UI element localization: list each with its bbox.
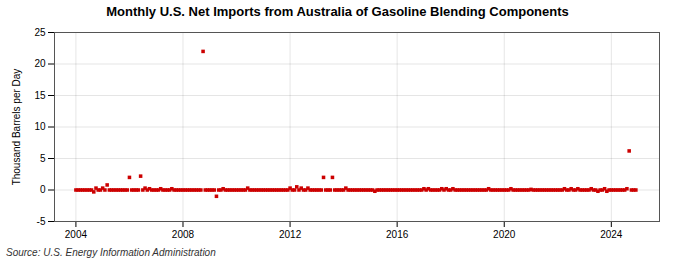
svg-text:0: 0 [40,184,46,195]
svg-text:2024: 2024 [600,229,623,240]
html-text:Monthly U.S. Net Imports from: Monthly U.S. Net Imports from Australia … [106,4,569,19]
svg-text:10: 10 [34,121,46,132]
html-text:Source: U.S. Energy Informatio: Source: U.S. Energy Information Administ… [6,247,216,258]
svg-text:-5: -5 [37,216,46,227]
svg-text:15: 15 [34,90,46,101]
svg-text:2020: 2020 [493,229,516,240]
svg-text:20: 20 [34,58,46,69]
svg-text:2016: 2016 [386,229,409,240]
svg-text:25: 25 [34,27,46,38]
svg-text:2008: 2008 [172,229,195,240]
svg-text:Thousand Barrels per Day: Thousand Barrels per Day [11,69,22,186]
svg-text:5: 5 [40,153,46,164]
svg-text:2004: 2004 [65,229,88,240]
svg-text:2012: 2012 [279,229,302,240]
